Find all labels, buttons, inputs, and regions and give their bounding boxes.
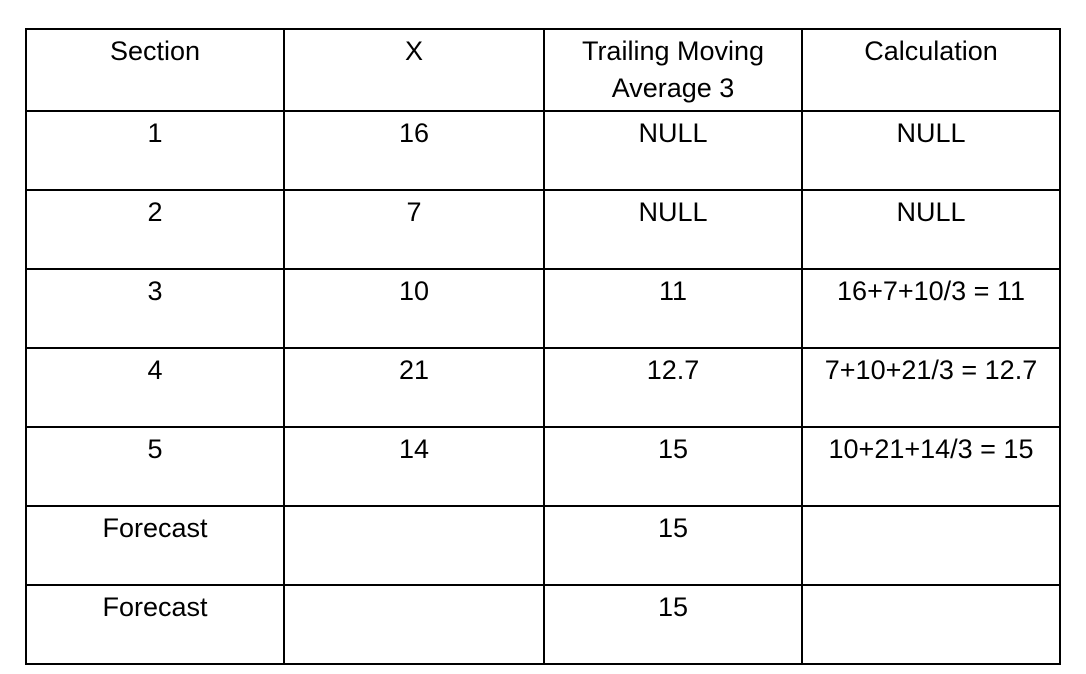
cell-calculation (801, 505, 1061, 586)
table-body: 1 16 NULL NULL 2 7 NULL NULL 3 10 11 16+… (25, 110, 1061, 665)
cell-x: 14 (283, 426, 545, 507)
cell-section: 2 (25, 189, 285, 270)
cell-moving-average: 15 (543, 426, 803, 507)
header-avg-line-2: Average 3 (611, 73, 735, 103)
table-row: 2 7 NULL NULL (25, 189, 1061, 270)
cell-section: Forecast (25, 505, 285, 586)
cell-x (283, 505, 545, 586)
header-section: Section (25, 28, 285, 112)
cell-calculation (801, 584, 1061, 665)
header-avg-line-1: Trailing Moving (581, 36, 765, 66)
table-header: Section X Trailing Moving Average 3 Calc… (25, 28, 1061, 112)
header-row: Section X Trailing Moving Average 3 Calc… (25, 28, 1061, 112)
header-calculation: Calculation (801, 28, 1061, 112)
cell-section: 4 (25, 347, 285, 428)
cell-section: 3 (25, 268, 285, 349)
cell-section: Forecast (25, 584, 285, 665)
cell-x: 10 (283, 268, 545, 349)
cell-x (283, 584, 545, 665)
cell-moving-average: 11 (543, 268, 803, 349)
cell-moving-average: 12.7 (543, 347, 803, 428)
cell-calculation: NULL (801, 110, 1061, 191)
cell-section: 5 (25, 426, 285, 507)
moving-average-table: Section X Trailing Moving Average 3 Calc… (25, 28, 1061, 665)
table-row: 4 21 12.7 7+10+21/3 = 12.7 (25, 347, 1061, 428)
cell-moving-average: 15 (543, 505, 803, 586)
table-row: 1 16 NULL NULL (25, 110, 1061, 191)
cell-x: 21 (283, 347, 545, 428)
table-row: Forecast 15 (25, 584, 1061, 665)
cell-section: 1 (25, 110, 285, 191)
header-x: X (283, 28, 545, 112)
table-row: 5 14 15 10+21+14/3 = 15 (25, 426, 1061, 507)
cell-calculation: 7+10+21/3 = 12.7 (801, 347, 1061, 428)
table-row: Forecast 15 (25, 505, 1061, 586)
cell-calculation: NULL (801, 189, 1061, 270)
cell-moving-average: 15 (543, 584, 803, 665)
header-trailing-moving-average: Trailing Moving Average 3 (543, 28, 803, 112)
cell-x: 7 (283, 189, 545, 270)
cell-x: 16 (283, 110, 545, 191)
cell-moving-average: NULL (543, 110, 803, 191)
cell-calculation: 16+7+10/3 = 11 (801, 268, 1061, 349)
cell-calculation: 10+21+14/3 = 15 (801, 426, 1061, 507)
table-row: 3 10 11 16+7+10/3 = 11 (25, 268, 1061, 349)
cell-moving-average: NULL (543, 189, 803, 270)
